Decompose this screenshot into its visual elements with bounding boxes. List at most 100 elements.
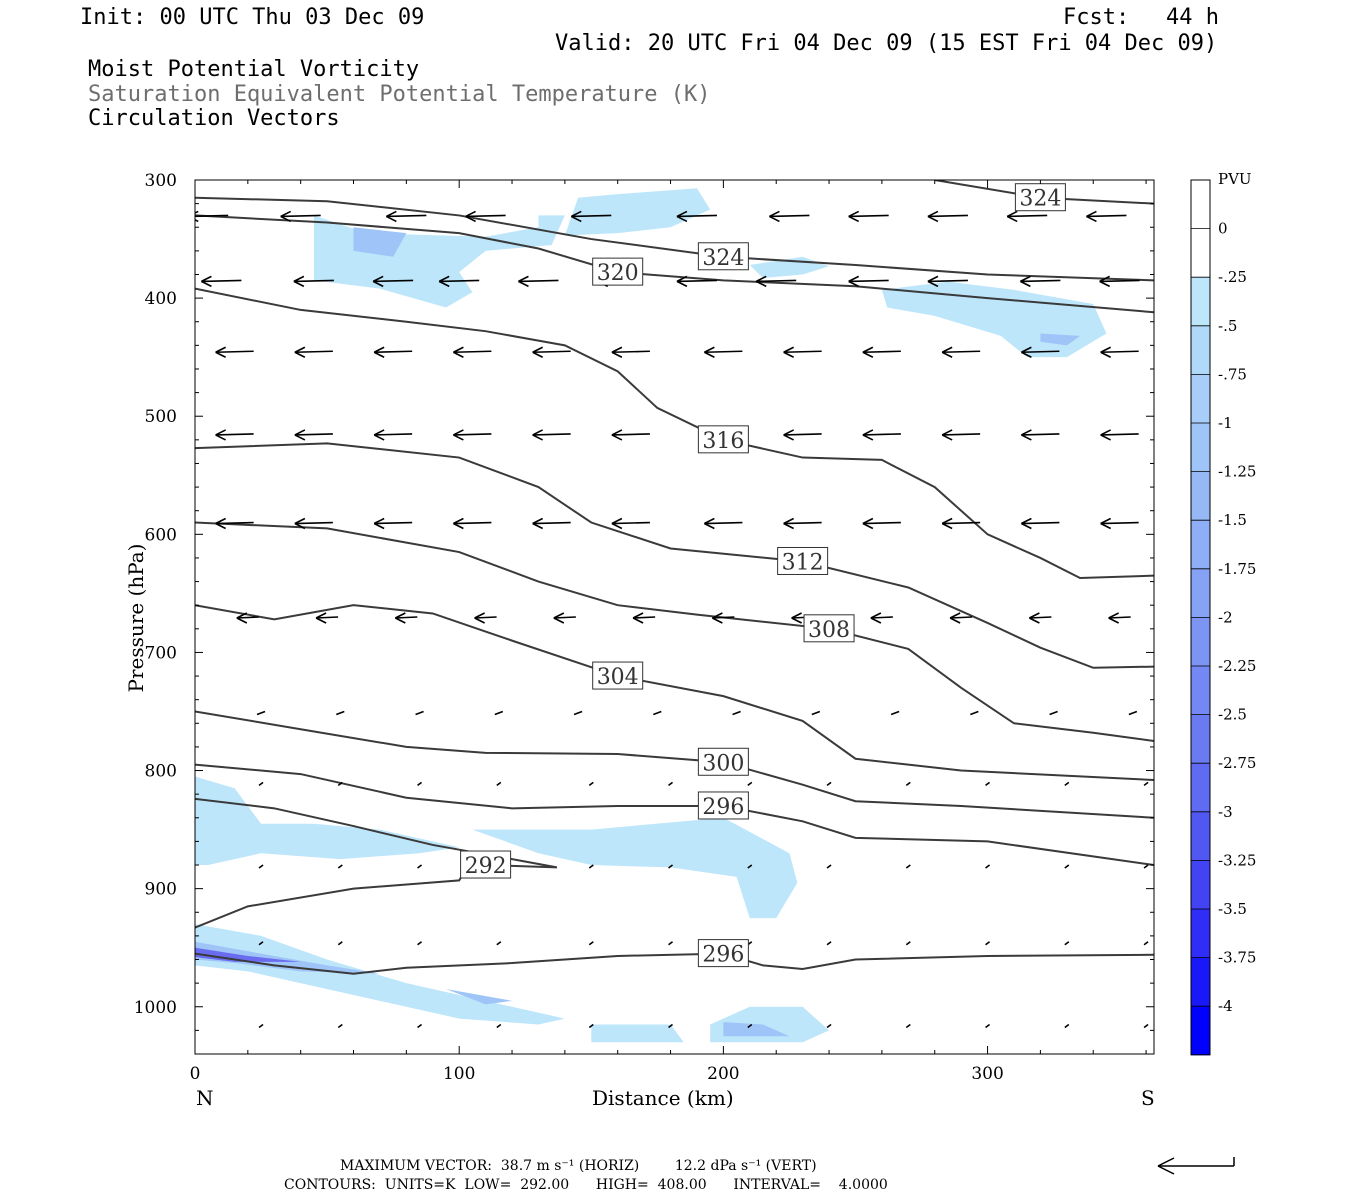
- circulation-vector: [453, 517, 492, 530]
- colorbar-label: -3: [1218, 803, 1233, 821]
- circulation-vector: [1064, 781, 1070, 786]
- circulation-vector: [985, 781, 991, 786]
- circulation-vector: [315, 612, 339, 624]
- circulation-vector: [848, 210, 889, 223]
- circulation-vector: [494, 710, 504, 716]
- pv-region-0: [313, 215, 565, 308]
- circulation-vector: [337, 781, 343, 786]
- forecast-label: Fcst:: [1063, 5, 1130, 30]
- colorbar-label: -1: [1218, 414, 1233, 432]
- contour-label: 300: [697, 747, 749, 776]
- circulation-vector: [848, 275, 889, 288]
- circulation-vector: [438, 275, 480, 288]
- circulation-vector: [1064, 941, 1070, 946]
- colorbar-label: -3.25: [1218, 851, 1256, 869]
- contour-line-292: [195, 797, 558, 929]
- circulation-vector: [949, 612, 973, 624]
- contour-info: CONTOURS: UNITS=K LOW= 292.00 HIGH= 408.…: [284, 1177, 888, 1193]
- circulation-vector: [337, 1023, 343, 1029]
- colorbar-swatch: [1191, 180, 1210, 230]
- y-tick-label: 900: [145, 880, 177, 900]
- contour-line-300: [195, 710, 1154, 819]
- circulation-vector: [588, 781, 594, 786]
- circulation-vector: [258, 781, 264, 786]
- right-endpoint-label: S: [1141, 1086, 1155, 1110]
- circulation-vector: [417, 1023, 423, 1029]
- svg-text:292: 292: [465, 854, 507, 879]
- circulation-vector: [668, 864, 674, 869]
- circulation-vector: [783, 346, 822, 358]
- circulation-vector: [927, 210, 968, 223]
- colorbar-swatch: [1191, 811, 1210, 861]
- y-tick-label: 300: [145, 171, 177, 191]
- circulation-vector: [394, 612, 418, 624]
- circulation-vector: [337, 864, 343, 869]
- circulation-vector: [417, 781, 423, 786]
- circulation-vector: [532, 517, 571, 530]
- circulation-vector: [373, 346, 413, 358]
- circulation-vector: [417, 941, 423, 946]
- circulation-vector: [280, 210, 321, 223]
- circulation-vector: [1006, 210, 1048, 223]
- circulation-vector: [236, 612, 259, 624]
- circulation-vector: [256, 710, 266, 716]
- circulation-vector: [905, 941, 911, 946]
- colorbar-swatch: [1191, 325, 1210, 375]
- circulation-vector: [1143, 1023, 1149, 1029]
- circulation-vector: [372, 275, 414, 288]
- svg-text:324: 324: [702, 246, 744, 271]
- circulation-vector: [385, 210, 427, 223]
- pv-region-9: [353, 227, 407, 257]
- circulation-vector: [941, 429, 981, 441]
- circulation-vector: [496, 941, 502, 946]
- circulation-vector: [215, 346, 254, 358]
- circulation-vector: [769, 210, 810, 223]
- circulation-vector: [905, 781, 911, 786]
- valid-time: Valid: 20 UTC Fri 04 Dec 09 (15 EST Fri …: [555, 31, 1218, 56]
- colorbar-label: -3.75: [1218, 949, 1256, 967]
- pv-region-6: [195, 924, 565, 1025]
- circulation-vector: [518, 275, 559, 288]
- circulation-vector: [195, 210, 229, 223]
- circulation-vector: [676, 210, 717, 223]
- contour-label: 304: [592, 661, 644, 690]
- colorbar-label: -1.25: [1218, 463, 1256, 481]
- circulation-vector: [1128, 710, 1138, 716]
- colorbar-label: -2.5: [1218, 706, 1247, 724]
- y-tick-label: 700: [145, 643, 177, 663]
- circulation-vector: [676, 275, 717, 288]
- circulation-vector: [215, 517, 254, 530]
- circulation-vector: [1143, 781, 1149, 786]
- circulation-vector: [337, 941, 343, 946]
- pv-region-5: [472, 817, 798, 919]
- circulation-vector: [941, 346, 981, 358]
- circulation-vector: [826, 864, 832, 869]
- circulation-vector: [1099, 275, 1140, 288]
- circulation-vector: [1143, 941, 1149, 946]
- x-tick-label: 300: [971, 1064, 1003, 1084]
- colorbar-label: -1.75: [1218, 560, 1256, 578]
- circulation-vector: [258, 864, 264, 869]
- circulation-vector: [1021, 429, 1060, 441]
- circulation-vector: [668, 941, 674, 946]
- contour-label: 296: [697, 939, 749, 968]
- colorbar-swatch: [1191, 957, 1210, 1007]
- circulation-vector: [668, 1023, 674, 1029]
- colorbar-label: -.75: [1218, 365, 1247, 383]
- left-endpoint-label: N: [196, 1086, 214, 1110]
- y-tick-label: 1000: [134, 998, 177, 1018]
- colorbar-label: -4: [1218, 997, 1233, 1015]
- circulation-vector: [747, 781, 753, 786]
- circulation-vector: [588, 864, 594, 869]
- circulation-vector: [294, 346, 333, 358]
- circulation-vector: [1108, 612, 1131, 624]
- colorbar-swatch: [1191, 423, 1210, 473]
- colorbar-label: -.25: [1218, 268, 1247, 286]
- colorbar-unit: PVU: [1218, 170, 1252, 188]
- pv-region-3: [881, 281, 1107, 358]
- colorbar-label: -3.5: [1218, 900, 1247, 918]
- circulation-vector: [373, 517, 413, 530]
- circulation-vector: [532, 429, 571, 441]
- plot-frame: [194, 179, 1155, 1055]
